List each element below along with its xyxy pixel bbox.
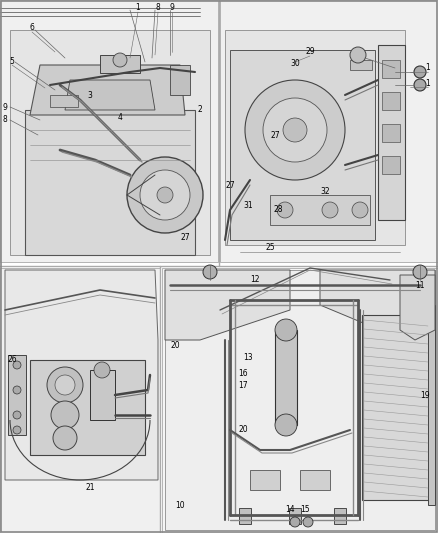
Circle shape — [13, 411, 21, 419]
Text: 3: 3 — [88, 91, 92, 100]
Text: 8: 8 — [155, 4, 160, 12]
Bar — [162, 268, 438, 533]
Circle shape — [275, 319, 297, 341]
Text: 20: 20 — [238, 425, 248, 434]
Text: 20: 20 — [170, 341, 180, 350]
Bar — [250, 470, 280, 490]
Polygon shape — [10, 30, 210, 255]
Circle shape — [13, 361, 21, 369]
Text: 21: 21 — [85, 483, 95, 492]
Text: 31: 31 — [243, 200, 253, 209]
Text: 25: 25 — [265, 244, 275, 253]
Polygon shape — [5, 270, 158, 480]
Bar — [30, 360, 145, 455]
Bar — [275, 330, 297, 425]
Bar — [270, 195, 370, 225]
Polygon shape — [378, 45, 405, 220]
Bar — [362, 315, 430, 500]
Circle shape — [413, 265, 427, 279]
Polygon shape — [230, 50, 375, 240]
Text: 10: 10 — [175, 500, 185, 510]
Circle shape — [55, 375, 75, 395]
Bar — [0, 268, 160, 533]
Text: 15: 15 — [300, 505, 310, 514]
Text: 6: 6 — [29, 23, 35, 33]
Text: 14: 14 — [285, 505, 295, 514]
Text: 2: 2 — [198, 106, 202, 115]
Polygon shape — [165, 270, 290, 340]
Circle shape — [94, 362, 110, 378]
Bar — [0, 0, 218, 262]
Polygon shape — [65, 80, 155, 110]
Bar — [350, 60, 372, 70]
Circle shape — [352, 202, 368, 218]
Bar — [382, 92, 400, 110]
Polygon shape — [320, 270, 435, 330]
Circle shape — [322, 202, 338, 218]
Bar — [382, 60, 400, 78]
Text: 1: 1 — [426, 78, 431, 87]
Circle shape — [203, 265, 217, 279]
Text: 17: 17 — [238, 381, 248, 390]
Text: 29: 29 — [305, 47, 315, 56]
Text: 27: 27 — [270, 131, 280, 140]
Circle shape — [113, 53, 127, 67]
Text: 5: 5 — [10, 58, 14, 67]
Bar — [50, 95, 78, 107]
Text: 32: 32 — [320, 188, 330, 197]
Circle shape — [303, 517, 313, 527]
Bar — [382, 156, 400, 174]
Polygon shape — [30, 65, 185, 115]
Polygon shape — [225, 30, 405, 245]
Circle shape — [275, 414, 297, 436]
Bar — [428, 305, 435, 505]
Circle shape — [157, 187, 173, 203]
Polygon shape — [165, 270, 435, 530]
Text: 8: 8 — [3, 116, 7, 125]
Circle shape — [53, 426, 77, 450]
Bar — [382, 124, 400, 142]
Circle shape — [290, 517, 300, 527]
Circle shape — [283, 118, 307, 142]
Text: 16: 16 — [238, 368, 248, 377]
Text: 11: 11 — [415, 280, 425, 289]
Bar — [289, 508, 301, 524]
Bar — [220, 0, 438, 262]
Circle shape — [263, 98, 327, 162]
Circle shape — [414, 66, 426, 78]
Text: 26: 26 — [7, 356, 17, 365]
Text: 13: 13 — [243, 353, 253, 362]
Text: 30: 30 — [290, 59, 300, 68]
Text: 1: 1 — [136, 4, 140, 12]
Text: 28: 28 — [273, 206, 283, 214]
Bar — [239, 508, 251, 524]
Text: 4: 4 — [117, 114, 123, 123]
Bar — [90, 370, 115, 420]
Text: 1: 1 — [426, 63, 431, 72]
Circle shape — [13, 426, 21, 434]
Circle shape — [51, 401, 79, 429]
Circle shape — [140, 170, 190, 220]
Text: 27: 27 — [225, 181, 235, 190]
Bar — [300, 470, 330, 490]
Text: 12: 12 — [250, 276, 260, 285]
Text: 19: 19 — [420, 391, 430, 400]
Bar — [100, 55, 140, 73]
Bar — [170, 65, 190, 95]
Polygon shape — [25, 110, 195, 255]
Circle shape — [245, 80, 345, 180]
Circle shape — [127, 157, 203, 233]
Circle shape — [414, 79, 426, 91]
Text: 9: 9 — [170, 4, 174, 12]
Circle shape — [277, 202, 293, 218]
Text: 27: 27 — [180, 233, 190, 243]
Circle shape — [47, 367, 83, 403]
Circle shape — [13, 386, 21, 394]
Bar — [334, 508, 346, 524]
Bar — [8, 355, 26, 435]
Circle shape — [350, 47, 366, 63]
Polygon shape — [400, 275, 435, 340]
Text: 9: 9 — [3, 102, 7, 111]
